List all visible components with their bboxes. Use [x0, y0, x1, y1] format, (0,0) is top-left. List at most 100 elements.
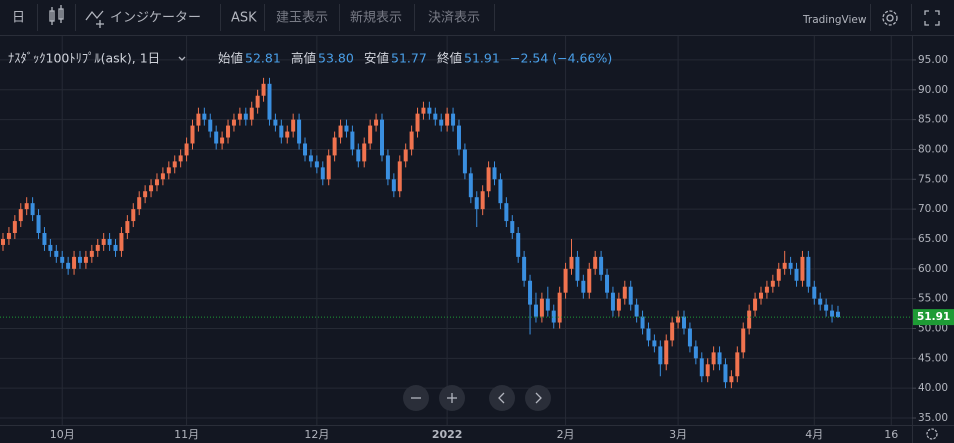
candle-body: [776, 268, 781, 281]
candle-body: [439, 119, 444, 126]
candle-body: [516, 233, 521, 257]
candle-body: [563, 268, 568, 293]
indicator-icon[interactable]: [85, 10, 104, 28]
toolbar: [0, 0, 954, 35]
candle-body: [581, 280, 586, 293]
zoom-in-button[interactable]: [439, 385, 465, 411]
candle-body: [285, 131, 290, 138]
candle-body: [119, 233, 124, 251]
y-tick-label: 70.00: [918, 203, 948, 215]
plot: [0, 36, 912, 425]
candle-body: [314, 161, 319, 168]
candle-body: [48, 244, 53, 251]
candle-body: [569, 256, 574, 269]
candle-body: [1, 238, 6, 245]
candle-body: [255, 95, 260, 108]
toggle-button[interactable]: 新規表示: [350, 10, 402, 26]
scroll-left-button[interactable]: [489, 385, 515, 411]
candle-body: [397, 161, 402, 192]
symbol-chevron[interactable]: [178, 56, 186, 61]
candle-body: [208, 119, 213, 132]
candle-body: [202, 113, 207, 120]
candle-body: [95, 244, 100, 251]
candle-body: [226, 125, 231, 138]
candle-body: [77, 256, 82, 263]
zoom-out-button[interactable]: [403, 385, 429, 411]
candle-body: [545, 298, 550, 311]
candle-body: [830, 310, 835, 317]
indicators-button[interactable]: インジケーター: [110, 11, 201, 26]
candle-body: [291, 119, 296, 132]
fullscreen-button[interactable]: [924, 10, 940, 26]
ohlc-value: 51.91: [464, 51, 500, 66]
candle-body: [758, 292, 763, 299]
candle-body: [824, 304, 829, 311]
candle-body: [196, 113, 201, 126]
candle-body: [646, 328, 651, 341]
candle-body: [462, 149, 467, 174]
candle-body: [498, 179, 503, 204]
candle-body: [356, 149, 361, 162]
candle-body: [172, 161, 177, 168]
settings-button[interactable]: [882, 10, 898, 26]
candle-body: [770, 280, 775, 287]
candle-body: [539, 298, 544, 317]
change-value: −2.54 (−4.66%): [510, 51, 612, 66]
candle-body: [605, 274, 610, 293]
side-button[interactable]: ASK: [231, 11, 257, 26]
brand: TradingView: [802, 14, 867, 26]
candle-body: [113, 244, 118, 251]
candle-body: [575, 256, 580, 281]
candle-body: [806, 256, 811, 287]
last-price-label: 51.91: [917, 311, 950, 323]
candle-body: [273, 119, 278, 126]
candle-body: [243, 113, 248, 120]
candle-body: [427, 107, 432, 114]
candle-body: [107, 238, 112, 245]
candle-body: [699, 358, 704, 377]
chart-style-button[interactable]: [49, 5, 64, 25]
candle-body: [421, 107, 426, 114]
candle-body: [362, 143, 367, 162]
candle-body: [622, 286, 627, 299]
candle-body: [587, 268, 592, 293]
toggle-button[interactable]: 決済表示: [428, 10, 480, 26]
symbol-label[interactable]: ﾅｽﾀﾞｯｸ100ﾄﾘﾌﾟﾙ(ask), 1日: [8, 51, 160, 66]
settings-corner[interactable]: [926, 428, 938, 440]
candle-body: [533, 304, 538, 317]
candle-body: [30, 203, 35, 216]
candle-body: [279, 125, 284, 138]
candle-body: [557, 292, 562, 323]
candle-body: [794, 268, 799, 281]
candle-body: [131, 209, 136, 222]
candle-body: [18, 209, 23, 222]
candle-body: [456, 125, 461, 150]
candle-body: [379, 119, 384, 156]
candle-body: [640, 316, 645, 329]
candle-body: [634, 304, 639, 317]
scroll-right-button[interactable]: [525, 385, 551, 411]
x-tick-label: 4月: [805, 428, 823, 441]
candle-body: [149, 185, 154, 192]
x-tick-label: 2022: [432, 428, 463, 441]
toggle-button[interactable]: 建玉表示: [276, 11, 328, 26]
candle-body: [782, 262, 787, 269]
candle-body: [24, 203, 29, 210]
candle-body: [214, 131, 219, 144]
ohlc-label: 終値: [437, 51, 462, 66]
y-tick-label: 90.00: [918, 84, 948, 96]
x-tick-label: 2月: [557, 428, 575, 441]
y-tick-label: 85.00: [918, 114, 948, 126]
candle-body: [729, 376, 734, 383]
candle-body: [711, 352, 716, 365]
ohlc-value: 51.77: [391, 51, 427, 66]
candle-body: [652, 340, 657, 347]
interval-button[interactable]: 日: [12, 11, 25, 26]
candle-body: [36, 215, 41, 234]
candle-body: [682, 316, 687, 329]
candle-body: [368, 125, 373, 144]
candle-body: [593, 256, 598, 269]
candle-body: [60, 256, 65, 263]
candle-body: [137, 197, 142, 210]
candle-body: [83, 256, 88, 263]
